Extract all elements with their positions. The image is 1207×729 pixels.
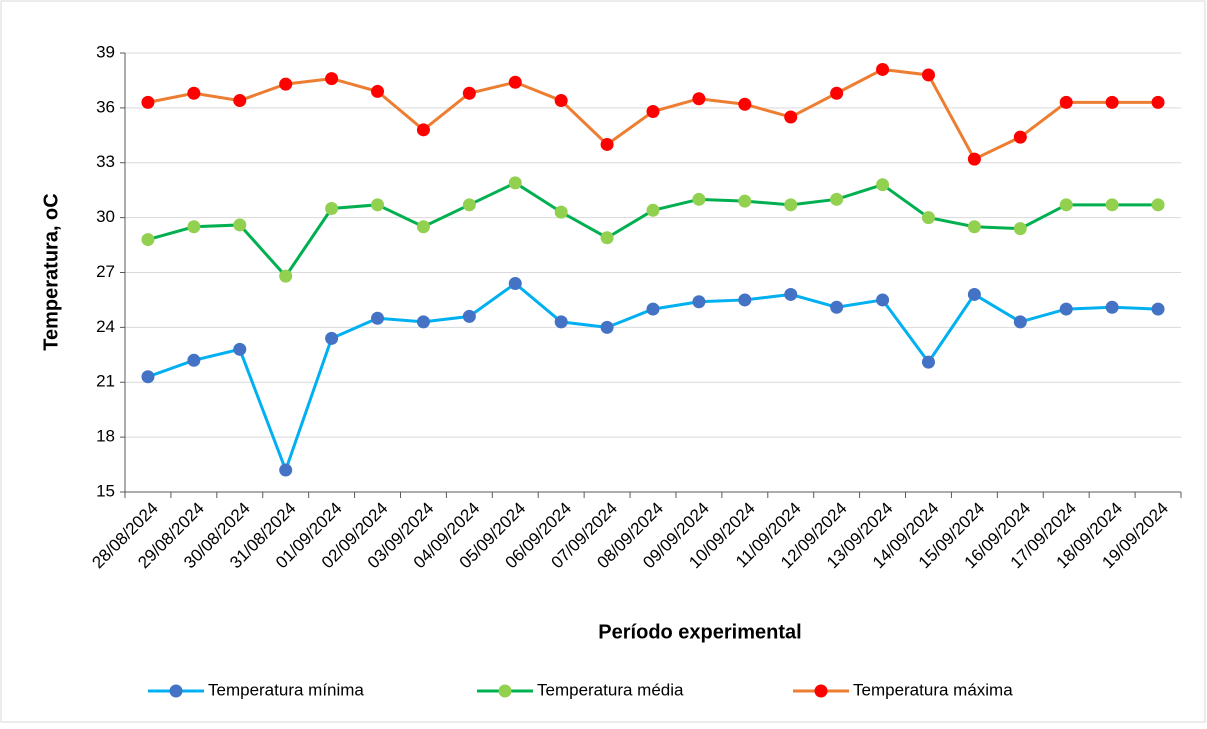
point	[738, 293, 752, 307]
point	[554, 315, 568, 329]
point	[1105, 300, 1119, 314]
point	[233, 94, 247, 108]
point	[1013, 222, 1027, 236]
point	[1013, 130, 1027, 144]
point	[187, 86, 201, 100]
point	[371, 84, 385, 98]
point	[233, 342, 247, 356]
point	[279, 463, 293, 477]
point	[646, 105, 660, 119]
point	[692, 295, 706, 309]
legend-marker	[169, 684, 183, 698]
point	[554, 205, 568, 219]
point	[416, 220, 430, 234]
point	[325, 72, 339, 86]
point	[416, 123, 430, 137]
point	[1013, 315, 1027, 329]
point	[508, 176, 522, 190]
point	[738, 97, 752, 111]
point	[921, 211, 935, 225]
point	[141, 370, 155, 384]
point	[462, 86, 476, 100]
point	[508, 75, 522, 89]
point	[876, 178, 890, 192]
legend-marker	[814, 684, 828, 698]
point	[876, 62, 890, 76]
point	[1105, 95, 1119, 109]
point	[279, 77, 293, 91]
y-tick-label: 36	[96, 97, 115, 116]
y-tick-label: 21	[96, 372, 115, 391]
point	[830, 300, 844, 314]
point	[187, 220, 201, 234]
point	[462, 198, 476, 212]
point	[279, 269, 293, 283]
point	[646, 302, 660, 316]
y-tick-label: 27	[96, 262, 115, 281]
point	[600, 320, 614, 334]
point	[233, 218, 247, 232]
point	[646, 203, 660, 217]
point	[325, 201, 339, 215]
y-tick-label: 39	[96, 42, 115, 61]
x-axis-label: Período experimental	[598, 621, 801, 643]
point	[141, 95, 155, 109]
point	[187, 353, 201, 367]
point	[921, 355, 935, 369]
y-tick-label: 18	[96, 427, 115, 446]
point	[1151, 198, 1165, 212]
point	[876, 293, 890, 307]
point	[967, 152, 981, 166]
point	[967, 287, 981, 301]
point	[1105, 198, 1119, 212]
legend-label: Temperatura máxima	[853, 680, 1013, 699]
point	[784, 110, 798, 124]
y-axis-label: Temperatura, oC	[40, 193, 62, 350]
point	[1059, 95, 1073, 109]
y-tick-label: 15	[96, 481, 115, 500]
point	[371, 311, 385, 325]
legend-label: Temperatura mínima	[208, 680, 364, 699]
point	[1151, 95, 1165, 109]
point	[600, 137, 614, 151]
point	[462, 309, 476, 323]
point	[830, 192, 844, 206]
legend-label: Temperatura média	[537, 680, 684, 699]
point	[738, 194, 752, 208]
point	[830, 86, 844, 100]
point	[1151, 302, 1165, 316]
point	[967, 220, 981, 234]
point	[692, 92, 706, 106]
point	[784, 198, 798, 212]
point	[921, 68, 935, 82]
y-tick-label: 33	[96, 152, 115, 171]
point	[325, 331, 339, 345]
point	[416, 315, 430, 329]
point	[1059, 302, 1073, 316]
point	[141, 233, 155, 247]
point	[1059, 198, 1073, 212]
point	[508, 276, 522, 290]
point	[600, 231, 614, 245]
point	[784, 287, 798, 301]
point	[692, 192, 706, 206]
y-tick-label: 24	[96, 317, 115, 336]
legend-marker	[498, 684, 512, 698]
point	[554, 94, 568, 108]
y-tick-label: 30	[96, 207, 115, 226]
point	[371, 198, 385, 212]
